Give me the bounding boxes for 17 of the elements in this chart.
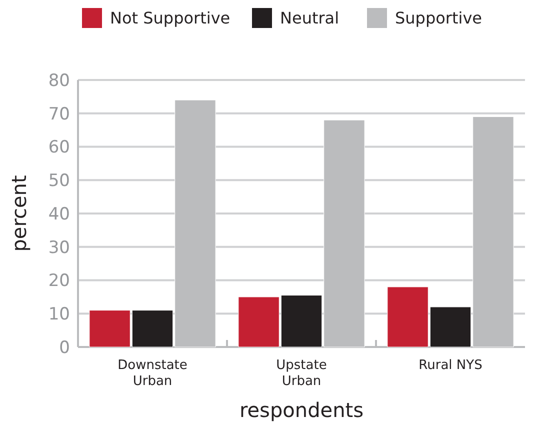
y-tick-label: 50: [48, 171, 70, 192]
y-axis-title: percent: [7, 175, 31, 252]
x-tick-label: Downstate Urban: [118, 358, 188, 389]
y-tick-label: 60: [48, 138, 70, 158]
y-tick-label: 10: [48, 304, 70, 325]
x-tick-label: Rural NYS: [418, 358, 482, 373]
y-tick-label: 0: [59, 338, 70, 358]
y-tick-label: 30: [48, 238, 70, 258]
legend-label: Neutral: [280, 8, 340, 28]
y-tick-label: 70: [48, 104, 70, 124]
y-tick-label: 80: [48, 70, 70, 91]
legend-label: Supportive: [395, 8, 482, 28]
legend-label: Not Supportive: [110, 8, 230, 28]
x-tick-label: Upstate Urban: [276, 358, 327, 389]
x-axis-title: respondents: [239, 398, 364, 422]
y-tick-label: 40: [48, 204, 70, 224]
y-tick-label: 20: [48, 271, 70, 292]
